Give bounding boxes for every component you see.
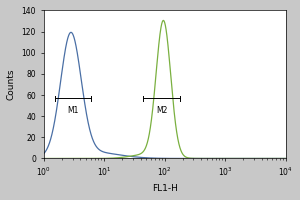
X-axis label: FL1-H: FL1-H — [152, 184, 178, 193]
Text: M1: M1 — [67, 106, 78, 115]
Text: M2: M2 — [156, 106, 167, 115]
Y-axis label: Counts: Counts — [7, 69, 16, 100]
